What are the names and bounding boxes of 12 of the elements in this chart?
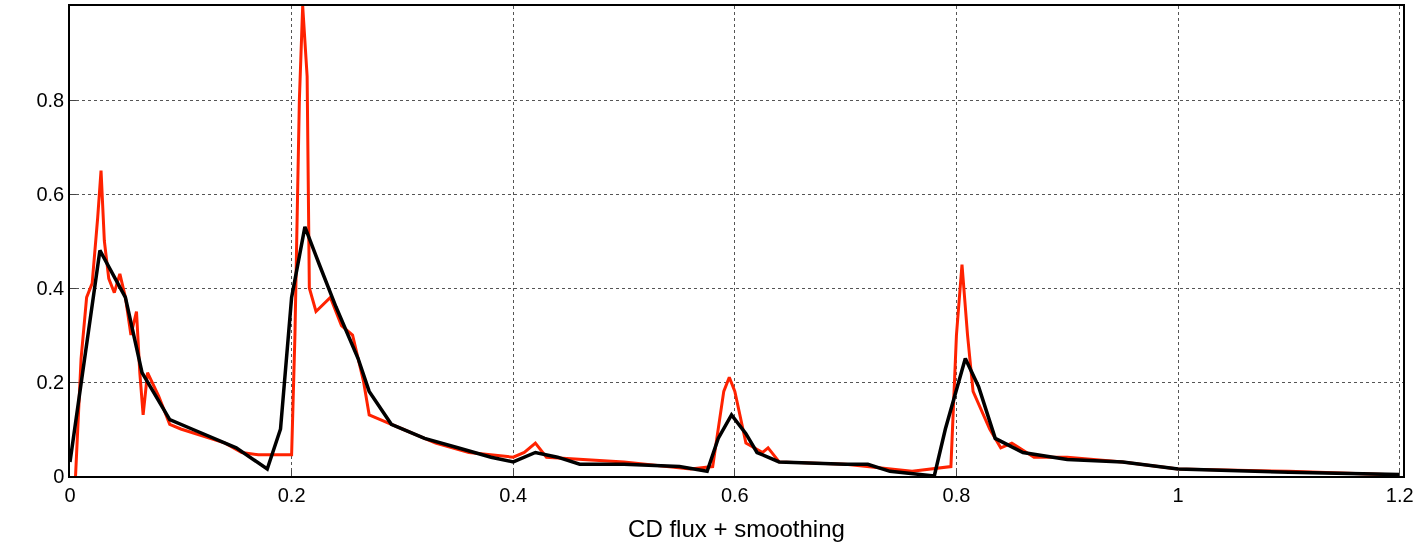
x-tick-label: 0.6 bbox=[720, 483, 749, 506]
y-tick-label: 0.2 bbox=[36, 371, 65, 393]
y-tick-label: 0 bbox=[53, 465, 65, 487]
x-tick-label: 0.4 bbox=[499, 483, 528, 506]
y-tick-label: 0.8 bbox=[36, 89, 65, 111]
y-tick-label: 0.4 bbox=[36, 277, 65, 299]
x-axis-title: CD flux + smoothing bbox=[628, 514, 845, 542]
x-tick-label: 1 bbox=[1172, 483, 1184, 506]
x-tick-label: 0.2 bbox=[277, 483, 306, 506]
y-tick-label: 0.6 bbox=[36, 183, 65, 205]
x-tick-label: 1.2 bbox=[1385, 483, 1414, 506]
x-tick-label: 0.8 bbox=[942, 483, 971, 506]
